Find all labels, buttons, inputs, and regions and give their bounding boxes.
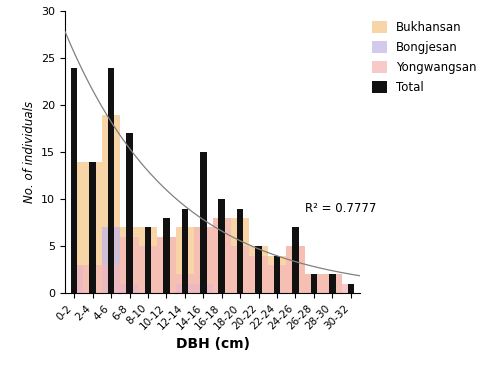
Bar <box>274 256 280 293</box>
X-axis label: DBH (cm): DBH (cm) <box>176 337 250 351</box>
Bar <box>348 284 354 293</box>
Bar <box>144 227 151 293</box>
Text: R² = 0.7777: R² = 0.7777 <box>304 202 376 215</box>
Bar <box>71 68 78 293</box>
Bar <box>182 209 188 293</box>
Y-axis label: No. of individuals: No. of individuals <box>22 101 36 203</box>
Bar <box>90 162 96 293</box>
Bar <box>218 199 225 293</box>
Bar <box>329 274 336 293</box>
Bar <box>163 218 170 293</box>
Bar <box>108 68 114 293</box>
Bar <box>200 152 206 293</box>
Legend: Bukhansan, Bongjesan, Yongwangsan, Total: Bukhansan, Bongjesan, Yongwangsan, Total <box>369 17 480 98</box>
Bar <box>126 133 133 293</box>
Bar <box>256 246 262 293</box>
Bar <box>292 227 298 293</box>
Bar <box>237 209 244 293</box>
Bar <box>310 274 317 293</box>
